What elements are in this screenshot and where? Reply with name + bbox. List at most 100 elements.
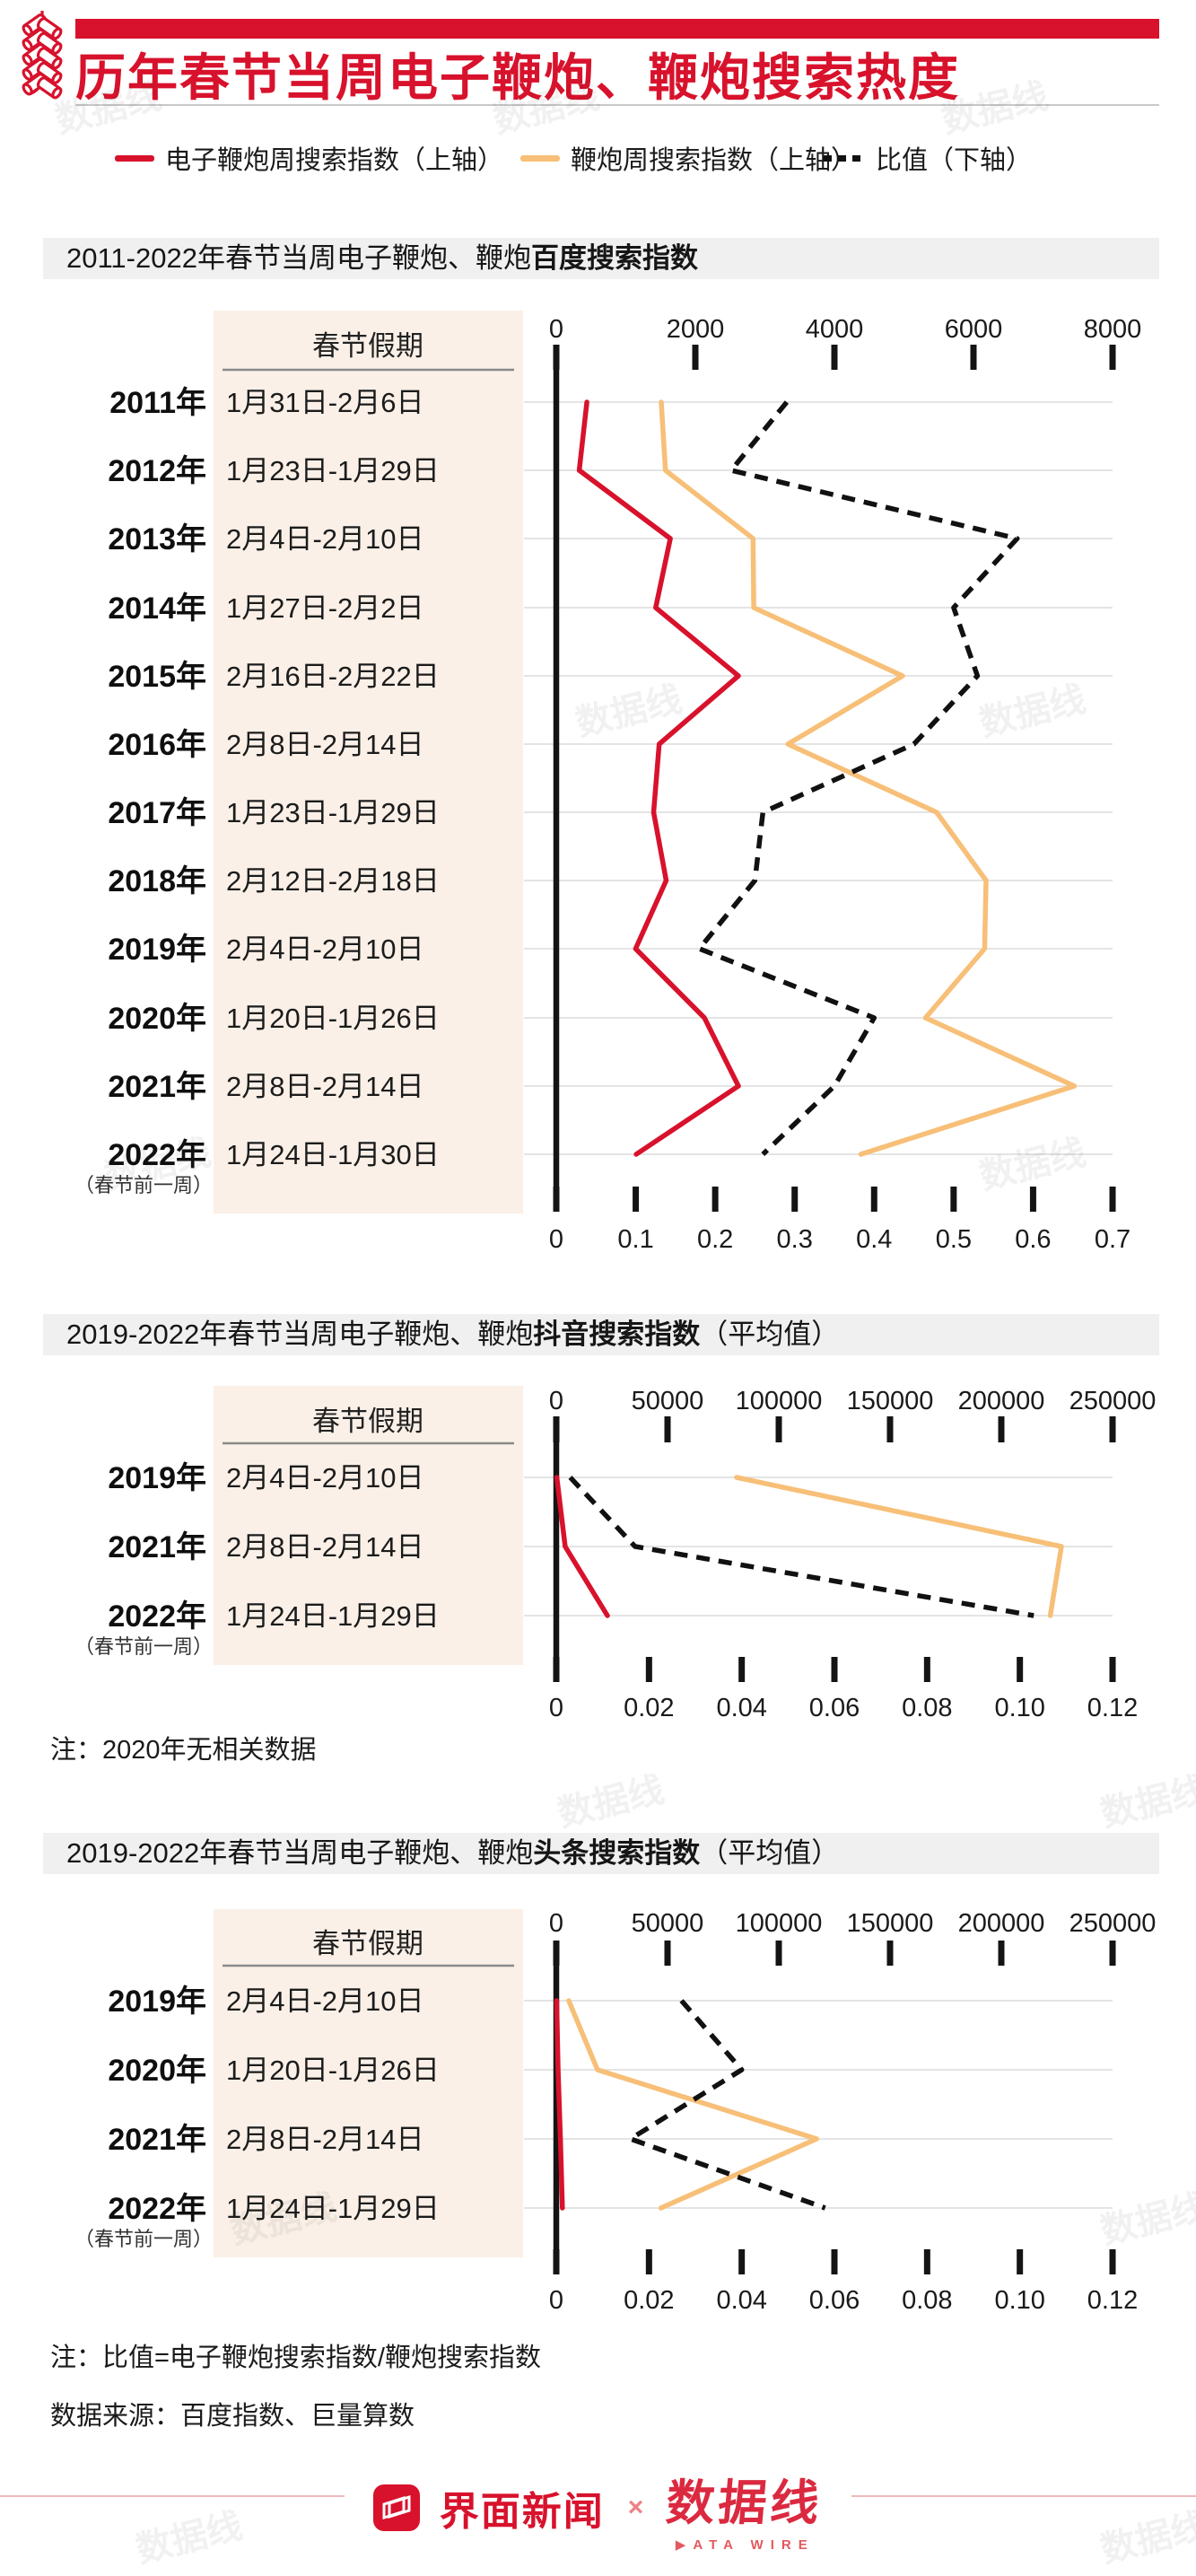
top-axis-tick	[831, 345, 838, 370]
footnote-data-source: 数据来源：百度指数、巨量算数	[50, 2402, 415, 2431]
year-label: 2020年	[108, 2054, 206, 2088]
year-label: 2021年	[108, 1530, 206, 1564]
date-label: 2月8日-2月14日	[226, 729, 424, 760]
date-label: 1月24日-1月29日	[226, 2193, 440, 2224]
year-label: 2019年	[108, 933, 206, 967]
legend-swatch-orange-line-icon	[520, 154, 560, 162]
section-title-baidu: 2011-2022年春节当周电子鞭炮、鞭炮百度搜索指数	[43, 238, 1159, 279]
top-axis-label: 200000	[958, 1909, 1045, 1938]
top-axis-label: 0	[549, 1387, 563, 1415]
datawire-logo-subtitle: ▶ATA WIRE	[675, 2537, 815, 2553]
section-title-douyin: 2019-2022年春节当周电子鞭炮、鞭炮抖音搜索指数（平均值）	[43, 1314, 1159, 1355]
date-label: 2月16日-2月22日	[226, 661, 440, 692]
datawire-logo: 数据线 ▶ATA WIRE	[664, 2463, 825, 2553]
top-axis-label: 150000	[847, 1387, 934, 1415]
top-axis-label: 50000	[632, 1909, 704, 1938]
top-axis-tick	[886, 1416, 894, 1442]
table-header-label: 春节假期	[312, 330, 423, 362]
top-axis-label: 8000	[1084, 315, 1142, 344]
top-axis-tick	[970, 345, 977, 370]
series-line-electronic-firecracker	[576, 399, 741, 1157]
holiday-panel	[214, 1386, 523, 1665]
series-line-firecracker	[659, 399, 1078, 1157]
watermark: 数据线	[1096, 1770, 1196, 1835]
pre-holiday-note: （春节前一周）	[74, 2228, 213, 2250]
bottom-axis-tick	[870, 1187, 877, 1212]
bottom-axis-tick	[711, 1187, 719, 1212]
firecracker-icon	[22, 11, 63, 100]
note-no-data-2020: 注：2020年无相关数据	[50, 1736, 317, 1765]
top-axis-label: 4000	[806, 315, 864, 344]
bottom-axis-tick	[645, 1657, 652, 1682]
footnote-ratio-definition: 注：比值=电子鞭炮搜索指数/鞭炮搜索指数	[50, 2344, 541, 2372]
year-label: 2022年	[108, 1138, 206, 1172]
watermark: 数据线	[975, 1133, 1090, 1197]
watermark: 数据线	[100, 1133, 215, 1197]
bottom-axis-tick	[1109, 1187, 1116, 1212]
top-axis-tick	[998, 1416, 1005, 1442]
bottom-axis-tick	[738, 1657, 746, 1682]
bottom-axis-tick	[1017, 2249, 1024, 2274]
bottom-axis-label: 0.2	[697, 1225, 733, 1254]
pre-holiday-note: （春节前一周）	[74, 1635, 213, 1658]
top-axis-tick	[775, 1941, 782, 1966]
year-label: 2019年	[108, 1985, 206, 2019]
top-axis-label: 250000	[1069, 1387, 1157, 1415]
top-axis-tick	[553, 345, 560, 370]
date-label: 2月4日-2月10日	[226, 1985, 424, 2017]
table-header-label: 春节假期	[312, 1928, 423, 1959]
jiemian-logo-label: 界面新闻	[439, 2490, 605, 2534]
bottom-axis-label: 0.12	[1087, 1694, 1138, 1722]
top-axis-label: 6000	[945, 315, 1003, 344]
date-label: 1月24日-1月29日	[226, 1600, 440, 1632]
bottom-axis-tick	[553, 2249, 560, 2274]
series-line-firecracker	[734, 1475, 1064, 1618]
bottom-axis-tick	[1109, 1657, 1116, 1682]
year-label: 2013年	[108, 522, 206, 556]
date-label: 2月8日-2月14日	[226, 1531, 424, 1563]
year-label: 2014年	[108, 591, 206, 626]
year-label: 2012年	[108, 454, 206, 488]
top-axis-tick	[664, 1416, 671, 1442]
title-underline	[75, 104, 1159, 106]
bottom-axis-label: 0.02	[624, 1694, 674, 1722]
footer: 界面新闻 × 数据线 ▶ATA WIRE	[0, 2463, 1196, 2553]
date-label: 1月20日-1月26日	[226, 1003, 440, 1034]
series-line-ratio	[696, 400, 1020, 1156]
bottom-axis-tick	[1017, 1657, 1024, 1682]
chart-toutiao: 春节假期 2019年 2月4日-2月10日 2020年 1月20日-1月26日 2021年…	[74, 1909, 1157, 2315]
legend-swatch-red-line-icon	[115, 154, 154, 162]
top-axis-label: 50000	[632, 1387, 704, 1415]
legend-item-ratio: 比值（下轴）	[824, 139, 1032, 177]
collab-cross: ×	[627, 2493, 644, 2522]
top-axis-tick	[1109, 1941, 1116, 1966]
top-axis-tick	[775, 1416, 782, 1442]
chart-douyin: 春节假期 2019年 2月4日-2月10日 2021年 2月8日-2月14日 2022年 1…	[74, 1386, 1157, 1722]
bottom-axis-label: 0.06	[809, 2286, 860, 2315]
bottom-axis-label: 0.4	[856, 1225, 892, 1254]
date-label: 1月27日-2月2日	[226, 592, 424, 624]
top-axis-label: 2000	[667, 315, 725, 344]
legend-label: 鞭炮周搜索指数（上轴）	[571, 146, 858, 175]
bottom-axis-label: 0.3	[777, 1225, 813, 1254]
bottom-axis-tick	[645, 2249, 652, 2274]
year-label: 2021年	[108, 1070, 206, 1104]
bottom-axis-label: 0.12	[1087, 2286, 1138, 2315]
bottom-axis-tick	[831, 1657, 838, 1682]
holiday-panel	[214, 311, 523, 1214]
bottom-axis-tick	[1029, 1187, 1036, 1212]
bottom-axis-tick	[633, 1187, 640, 1212]
header-accent-bar	[75, 19, 1159, 39]
bottom-axis-tick	[1109, 2249, 1116, 2274]
year-label: 2022年	[108, 2192, 206, 2226]
top-axis-label: 250000	[1069, 1909, 1157, 1938]
date-label: 2月4日-2月10日	[226, 933, 424, 965]
date-label: 1月23日-1月29日	[226, 455, 440, 486]
top-axis-label: 0	[549, 1909, 563, 1938]
watermark: 数据线	[554, 1770, 668, 1835]
watermark: 数据线	[975, 679, 1090, 744]
legend-item-firecracker: 鞭炮周搜索指数（上轴）	[520, 139, 857, 177]
year-label: 2019年	[108, 1461, 206, 1495]
date-label: 1月31日-2月6日	[226, 387, 424, 418]
